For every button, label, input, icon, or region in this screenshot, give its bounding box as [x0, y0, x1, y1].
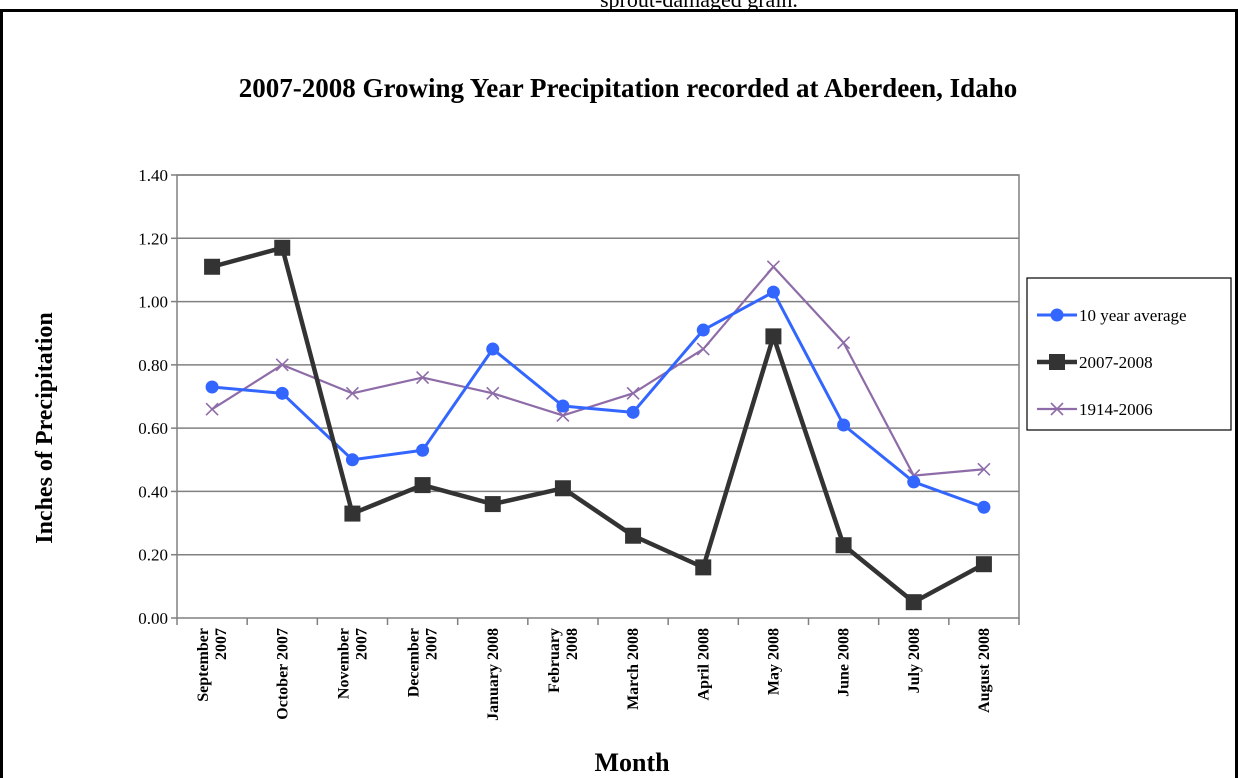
- legend-marker-10-year-average: [1050, 308, 1064, 322]
- data-point-2007-2008: [204, 258, 221, 275]
- x-tick-label: April 2008: [695, 628, 712, 700]
- data-point-1914-2006: [416, 370, 430, 385]
- x-tick-label: May 2008: [765, 628, 782, 695]
- x-tick-label: September2007: [195, 628, 230, 702]
- data-point-2007-2008: [344, 505, 361, 522]
- data-point-2007-2008: [765, 328, 782, 345]
- x-tick-label: December2007: [406, 628, 441, 697]
- x-tick-label: October 2007: [274, 628, 291, 720]
- plot-area: 0.00 0.20 0.40 0.60 0.80 1.00 1.20 1.40 Septembe…: [138, 166, 1020, 721]
- data-point-1914-2006: [696, 342, 710, 356]
- data-point-10-year-average: [205, 380, 219, 394]
- data-point-10-year-average: [977, 500, 991, 514]
- data-point-1914-2006-stroke: [837, 336, 851, 350]
- y-tick-label: 0.80: [138, 356, 168, 375]
- chart-title: 2007-2008 Growing Year Precipitation rec…: [239, 73, 1017, 103]
- x-tick-label: January 2008: [485, 628, 502, 721]
- data-point-10-year-average: [486, 342, 500, 356]
- data-point-1914-2006-stroke: [696, 342, 710, 356]
- x-tick-label: November2007: [335, 628, 370, 699]
- data-point-10-year-average: [556, 399, 570, 413]
- data-point-2007-2008: [905, 594, 922, 611]
- data-point-1914-2006-stroke: [345, 386, 359, 400]
- data-point-2007-2008: [484, 496, 501, 513]
- series-line-2007-2008: [211, 245, 985, 605]
- data-point-2007-2008: [414, 477, 431, 494]
- legend-label: 10 year average: [1079, 306, 1187, 325]
- y-tick-label: 1.20: [138, 229, 168, 248]
- x-tick-label: February2008: [546, 628, 581, 693]
- data-point-1914-2006: [486, 386, 500, 400]
- legend-marker-1914-2006-stroke: [1050, 402, 1064, 416]
- y-tick-label: 1.00: [138, 293, 168, 312]
- x-tick-label: August 2008: [976, 628, 993, 713]
- data-point-2007-2008: [835, 537, 852, 554]
- data-point-10-year-average: [626, 405, 640, 419]
- y-axis-label: Inches of Precipitation: [32, 312, 58, 544]
- data-point-1914-2006: [766, 260, 780, 274]
- legend-marker-2007-2008: [1049, 354, 1065, 370]
- legend: 10 year average 2007-2008 1914-2006: [1026, 277, 1232, 431]
- data-point-10-year-average: [416, 443, 430, 457]
- data-point-1914-2006-stroke: [766, 260, 780, 274]
- data-point-1914-2006: [205, 402, 219, 416]
- x-tick-label: July 2008: [906, 628, 923, 693]
- data-point-10-year-average: [696, 323, 710, 337]
- data-point-10-year-average: [345, 453, 359, 467]
- data-point-2007-2008: [625, 527, 642, 544]
- data-point-10-year-average: [907, 475, 921, 489]
- data-point-10-year-average: [766, 285, 780, 299]
- x-axis-label: Month: [594, 748, 670, 777]
- data-point-10-year-average: [275, 386, 289, 400]
- chart-border: [0, 9, 1238, 778]
- x-tick-label: March 2008: [625, 628, 642, 710]
- series-line-10-year-average: [211, 290, 985, 509]
- data-point-1914-2006: [345, 386, 359, 400]
- series-line-1914-2006: [211, 265, 985, 477]
- x-tick-label: June 2008: [836, 628, 853, 697]
- legend-marker-1914-2006: [1050, 402, 1064, 416]
- legend-label: 1914-2006: [1079, 400, 1153, 419]
- data-point-1914-2006-stroke: [205, 402, 219, 416]
- data-point-2007-2008: [274, 239, 291, 256]
- y-tick-label: 0.60: [138, 419, 168, 438]
- data-point-10-year-average: [837, 418, 851, 432]
- data-point-1914-2006: [837, 336, 851, 350]
- plot-frame: [176, 174, 1020, 619]
- data-point-2007-2008: [554, 480, 571, 497]
- y-tick-label: 0.40: [138, 482, 168, 501]
- data-point-2007-2008: [695, 559, 712, 576]
- y-tick-label: 0.00: [138, 609, 168, 628]
- data-point-1914-2006: [275, 358, 289, 372]
- data-point-1914-2006-stroke: [977, 462, 991, 476]
- data-point-1914-2006-stroke: [486, 386, 500, 400]
- data-point-1914-2006: [626, 386, 640, 400]
- data-point-1914-2006-stroke: [556, 408, 570, 423]
- y-tick-label: 1.40: [138, 166, 168, 185]
- data-point-1914-2006: [977, 462, 991, 476]
- legend-label: 2007-2008: [1079, 353, 1153, 372]
- y-tick-label: 0.20: [138, 546, 168, 565]
- data-point-2007-2008: [975, 556, 992, 573]
- data-point-1914-2006-stroke: [275, 358, 289, 372]
- data-point-1914-2006-stroke: [416, 370, 430, 385]
- data-point-1914-2006-stroke: [626, 386, 640, 400]
- data-point-1914-2006: [556, 408, 570, 423]
